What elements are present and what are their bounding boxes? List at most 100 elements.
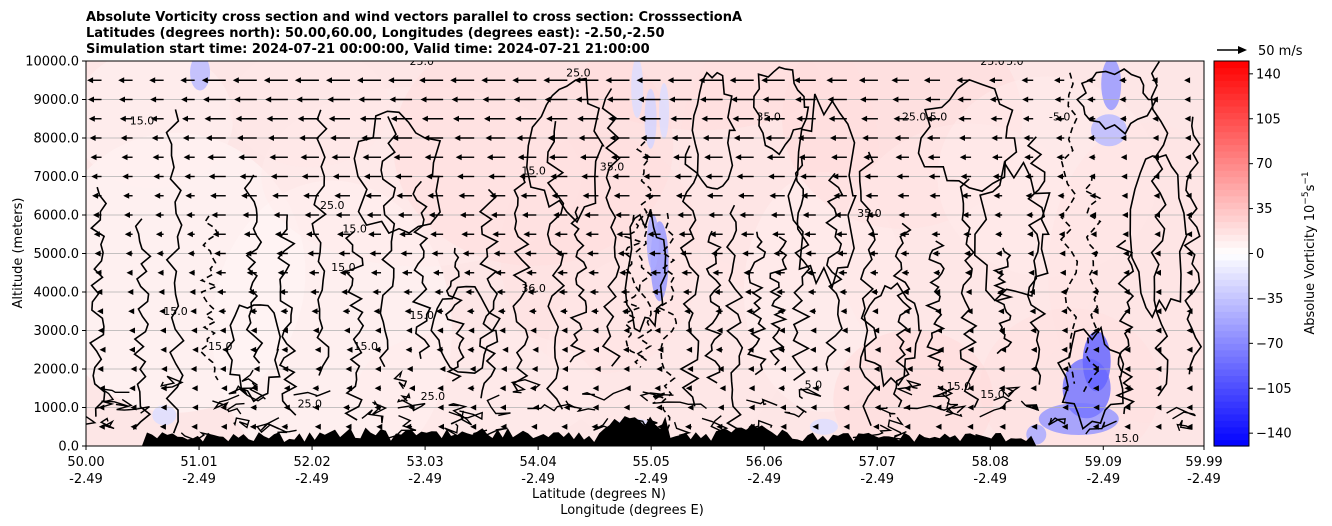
wind-vector-head-12-4 bbox=[210, 192, 217, 199]
wind-vector-head-10-11 bbox=[430, 231, 437, 238]
wind-vector-head-8-28 bbox=[964, 269, 971, 276]
wind-vector-head-7-2 bbox=[158, 289, 165, 295]
wind-vector-head-15-20 bbox=[702, 135, 709, 141]
wind-vector-head-11-29 bbox=[994, 212, 1001, 218]
wind-vector-head-10-28 bbox=[963, 231, 970, 238]
wind-vector-head-7-8 bbox=[341, 289, 348, 295]
colorbar-tick-label-0: 140 bbox=[1256, 67, 1281, 82]
wind-vector-head-5-13 bbox=[499, 327, 506, 334]
contour-label-8: 5.0 bbox=[1006, 55, 1024, 68]
wind-vector-head-13-13 bbox=[488, 173, 495, 180]
wind-vector-head-5-31 bbox=[1061, 327, 1068, 334]
wind-vector-head-6-6 bbox=[280, 308, 287, 315]
wind-vector-head-11-16 bbox=[584, 212, 591, 218]
wind-vector-head-5-18 bbox=[654, 327, 661, 334]
wind-vector-head-14-5 bbox=[238, 154, 245, 161]
contour-line-30 bbox=[992, 247, 1014, 355]
colorbar-band-41 bbox=[1214, 176, 1249, 184]
wind-vector-head-1-15 bbox=[563, 404, 570, 411]
wind-vector-head-18-3 bbox=[180, 77, 187, 84]
wind-vector-head-16-26 bbox=[893, 115, 900, 122]
wind-vector-head-15-4 bbox=[205, 135, 212, 141]
wind-vector-head-13-2 bbox=[153, 173, 160, 180]
wind-vector-head-13-19 bbox=[674, 173, 681, 180]
wind-vector-head-7-22 bbox=[776, 289, 783, 295]
wind-vector-head-15-32 bbox=[1088, 135, 1095, 141]
wind-vector-head-10-27 bbox=[931, 231, 938, 238]
wind-vector-head-0-29 bbox=[999, 423, 1006, 430]
wind-vector-head-15-16 bbox=[578, 135, 585, 141]
wind-vector-head-0-21 bbox=[748, 423, 755, 430]
wind-vector-head-2-5 bbox=[251, 385, 258, 392]
wind-vector-head-6-9 bbox=[373, 308, 380, 315]
contour-line-6 bbox=[311, 109, 330, 376]
wind-vector-head-14-29 bbox=[992, 154, 998, 161]
wind-vector-head-17-34 bbox=[1151, 96, 1158, 103]
wind-vector-head-12-12 bbox=[458, 192, 465, 199]
wind-vector-head-13-11 bbox=[426, 173, 433, 180]
wind-vector-head-5-0 bbox=[97, 327, 104, 334]
contour-low-47 bbox=[798, 387, 822, 400]
wind-vector-head-9-5 bbox=[245, 250, 252, 257]
colorbar-tick-label-1: 105 bbox=[1256, 112, 1281, 127]
colorbar-band-2 bbox=[1214, 426, 1249, 434]
contour-low-55 bbox=[486, 394, 511, 417]
wind-vector-head-10-29 bbox=[995, 231, 1002, 238]
contour-loop-9 bbox=[1056, 325, 1125, 431]
wind-vector-head-2-33 bbox=[1124, 385, 1131, 392]
contour-low-2 bbox=[979, 395, 1013, 418]
contour-low-7 bbox=[1085, 420, 1117, 435]
wind-vector-head-4-8 bbox=[346, 346, 353, 353]
contour-loop-7 bbox=[624, 209, 668, 333]
wind-vector-head-13-33 bbox=[1121, 173, 1128, 180]
wind-vector-head-6-12 bbox=[466, 308, 473, 315]
wind-vector-head-2-2 bbox=[160, 385, 167, 392]
wind-vector-head-1-1 bbox=[130, 404, 137, 411]
wind-vector-head-12-0 bbox=[92, 192, 99, 199]
wind-vector-head-7-17 bbox=[620, 289, 627, 295]
contour-low-57 bbox=[241, 369, 264, 397]
colorbar-label-unit-exp: −1 bbox=[1301, 171, 1311, 184]
wind-vector-head-10-21 bbox=[740, 231, 747, 238]
wind-vector-head-5-30 bbox=[1030, 327, 1037, 334]
wind-vector-head-18-24 bbox=[826, 77, 833, 84]
wind-vector-head-17-29 bbox=[989, 96, 996, 103]
colorbar-band-4 bbox=[1214, 413, 1249, 421]
wind-vector-head-5-11 bbox=[437, 327, 444, 334]
wind-vector-head-5-35 bbox=[1186, 327, 1193, 334]
wind-vector-head-5-9 bbox=[375, 327, 381, 334]
wind-vector-head-12-8 bbox=[334, 192, 341, 199]
contour-low-44 bbox=[361, 409, 384, 424]
wind-vector-head-15-0 bbox=[89, 135, 96, 141]
y-tick-label-0: 0.0 bbox=[58, 440, 79, 455]
x-tick-lon-7: -2.49 bbox=[860, 472, 894, 487]
wind-vector-head-5-32 bbox=[1093, 327, 1100, 334]
wind-vector-head-7-25 bbox=[871, 289, 877, 295]
colorbar-band-59 bbox=[1214, 61, 1249, 69]
wind-vector-head-16-14 bbox=[515, 115, 522, 122]
wind-vector-head-7-23 bbox=[807, 289, 814, 295]
wind-vector-head-2-27 bbox=[937, 385, 944, 392]
wind-vector-head-10-32 bbox=[1090, 231, 1097, 238]
colorbar-band-15 bbox=[1214, 343, 1249, 351]
wind-vector-head-17-22 bbox=[762, 96, 769, 103]
contour-loop-6 bbox=[691, 71, 737, 190]
wind-vector-head-16-12 bbox=[453, 115, 459, 122]
contour-label-23: 15.0 bbox=[980, 388, 1005, 401]
colorbar-band-32 bbox=[1214, 234, 1249, 242]
wind-vector-head-0-31 bbox=[1061, 423, 1068, 430]
contour-low-24 bbox=[746, 398, 778, 406]
wind-vector-head-17-0 bbox=[88, 96, 94, 103]
x-tick-lon-10: -2.49 bbox=[1187, 472, 1221, 487]
wind-vector-head-8-1 bbox=[126, 269, 133, 276]
wind-vector-head-14-3 bbox=[183, 154, 190, 161]
contour-low-40 bbox=[945, 405, 967, 418]
wind-vector-head-11-9 bbox=[366, 212, 373, 218]
wind-vector-head-9-2 bbox=[156, 250, 163, 257]
wind-vector-head-16-8 bbox=[328, 115, 335, 122]
wind-vector-head-11-24 bbox=[834, 212, 841, 218]
wind-vector-head-3-28 bbox=[968, 366, 975, 372]
wind-vector-head-15-9 bbox=[361, 135, 368, 141]
wind-vector-head-12-17 bbox=[613, 192, 620, 199]
